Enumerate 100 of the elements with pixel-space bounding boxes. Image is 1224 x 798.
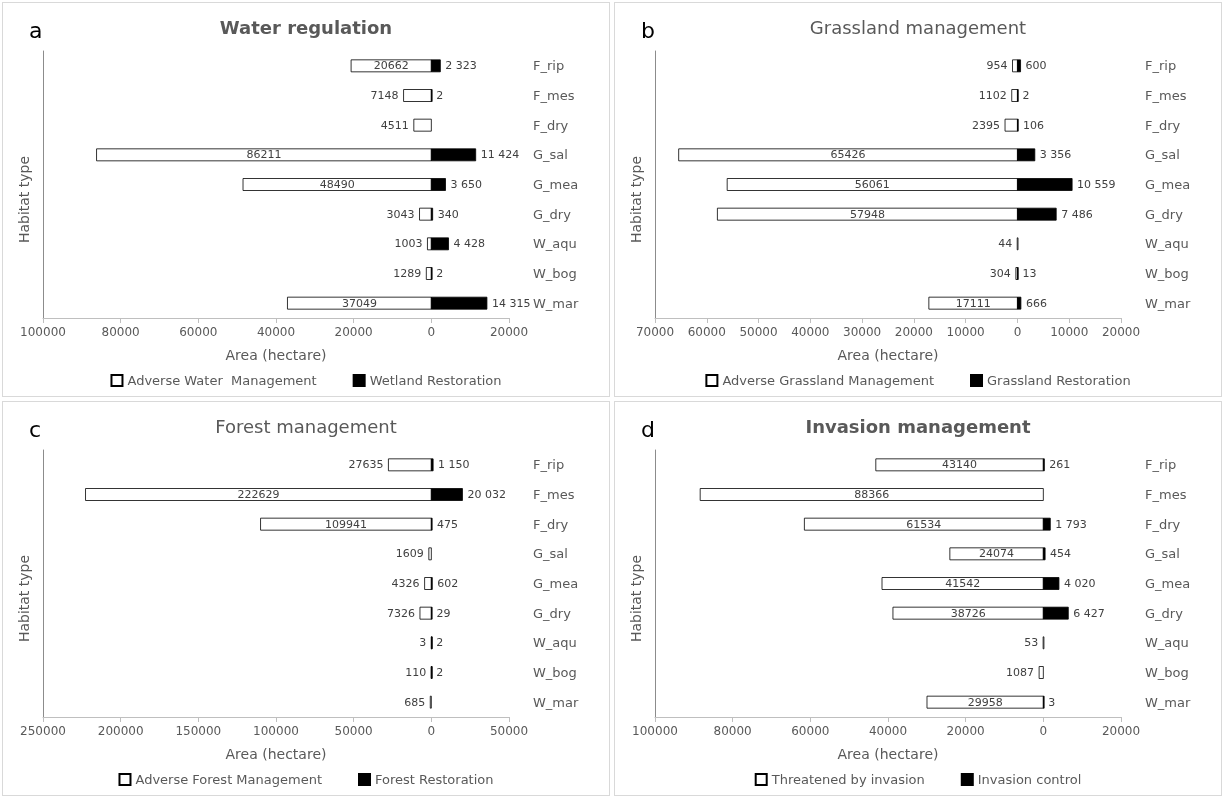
x-tick-label: 20000 xyxy=(1101,325,1141,339)
data-label: 7148 xyxy=(370,89,399,102)
data-label: 106 xyxy=(1022,118,1044,132)
y-axis-title: Habitat type xyxy=(628,155,644,244)
data-label: 600 xyxy=(1025,59,1047,73)
x-tick-label: 0 xyxy=(427,724,436,738)
data-label: 685 xyxy=(404,695,426,709)
y-tick-label: W_mar xyxy=(1145,694,1191,710)
data-label: 1609 xyxy=(395,547,424,561)
data-label: 7 486 xyxy=(1061,207,1093,221)
data-label: 2 xyxy=(436,89,444,102)
legend-label: Adverse Forest Management xyxy=(135,772,323,787)
y-tick-label: W_bog xyxy=(533,665,577,680)
x-tick-label: 60000 xyxy=(791,724,830,738)
y-tick-label: F_dry xyxy=(1145,516,1181,532)
y-tick-label: W_aqu xyxy=(1145,236,1189,252)
legend-label: Wetland Restoration xyxy=(369,373,502,388)
y-tick-label: W_mar xyxy=(533,295,579,311)
y-tick-label: W_aqu xyxy=(533,635,577,651)
data-label: 24074 xyxy=(979,547,1015,561)
data-label: 48490 xyxy=(319,178,355,191)
x-tick-label: 100000 xyxy=(632,724,678,738)
x-tick-label: 0 xyxy=(1039,724,1048,738)
data-label: 666 xyxy=(1025,296,1047,310)
data-label: 41542 xyxy=(945,577,981,590)
data-label: 44 xyxy=(998,237,1013,251)
data-label: 29 xyxy=(436,606,451,620)
y-tick-label: F_rip xyxy=(533,58,565,74)
x-tick-label: 80000 xyxy=(713,724,752,738)
x-tick-label: 100000 xyxy=(20,325,66,339)
x-tick-label: 20000 xyxy=(1101,724,1141,738)
data-label: 4511 xyxy=(380,118,409,132)
x-tick-label: 200000 xyxy=(97,724,144,738)
data-label: 7326 xyxy=(386,606,415,620)
x-tick-label: 30000 xyxy=(843,325,882,339)
y-tick-label: W_bog xyxy=(1145,266,1189,281)
text: a xyxy=(29,17,43,43)
data-label: 2 xyxy=(1022,89,1030,102)
y-tick-label: F_rip xyxy=(1145,58,1177,74)
y-tick-label: W_aqu xyxy=(533,236,577,252)
x-tick-label: 40000 xyxy=(791,325,830,339)
data-label: 1 793 xyxy=(1055,517,1087,531)
data-label: 61534 xyxy=(906,517,942,531)
legend-label: Forest Restoration xyxy=(375,772,494,787)
x-tick-label: 150000 xyxy=(175,724,222,738)
x-tick-label: 100000 xyxy=(253,724,299,738)
data-label: 3 xyxy=(419,636,427,650)
data-label: 3 650 xyxy=(450,178,483,191)
x-tick-label: 20000 xyxy=(489,325,529,339)
x-tick-label: 10000 xyxy=(946,325,985,339)
y-tick-label: W_bog xyxy=(1145,665,1189,680)
data-label: 261 xyxy=(1049,458,1071,472)
x-axis-title: Area (hectare) xyxy=(225,347,327,363)
data-label: 43140 xyxy=(942,458,978,472)
data-label: 53 xyxy=(1024,636,1039,650)
chart-title: Grassland management xyxy=(809,16,1027,38)
y-tick-label: G_sal xyxy=(533,546,568,562)
data-label: 602 xyxy=(437,577,459,590)
x-tick-label: 70000 xyxy=(635,325,675,339)
data-label: 109941 xyxy=(324,517,367,531)
y-tick-label: G_dry xyxy=(533,206,572,222)
y-tick-label: F_dry xyxy=(1145,117,1181,133)
data-label: 20662 xyxy=(373,59,409,73)
legend-label: Grassland Restoration xyxy=(987,373,1131,388)
chart-title: Forest management xyxy=(215,415,397,437)
x-tick-label: 20000 xyxy=(946,724,985,738)
y-tick-label: W_mar xyxy=(1145,295,1191,311)
x-tick-label: 0 xyxy=(427,325,436,339)
y-axis-title: Habitat type xyxy=(16,155,32,244)
data-label: 3 xyxy=(1048,695,1056,709)
data-label: 954 xyxy=(986,59,1008,73)
x-tick-label: 50000 xyxy=(739,325,778,339)
x-tick-label: 10000 xyxy=(1050,325,1089,339)
text: b xyxy=(641,17,655,43)
y-tick-label: F_mes xyxy=(1145,487,1187,502)
data-label: 17111 xyxy=(955,296,991,310)
y-tick-label: G_sal xyxy=(533,147,568,163)
data-label: 56061 xyxy=(854,178,890,191)
x-tick-label: 250000 xyxy=(20,724,66,738)
x-tick-label: 0 xyxy=(1013,325,1022,339)
data-label: 1 150 xyxy=(438,458,470,472)
y-tick-label: G_dry xyxy=(533,605,572,621)
data-label: 27635 xyxy=(348,458,384,472)
data-label: 4 428 xyxy=(453,237,486,251)
data-label: 88366 xyxy=(854,488,890,501)
data-label: 14 315 xyxy=(491,296,531,310)
x-tick-label: 40000 xyxy=(256,325,296,339)
legend-label: Adverse Grassland Management xyxy=(722,373,934,388)
chart-title: Invasion management xyxy=(805,415,1031,437)
y-tick-label: G_sal xyxy=(1145,147,1180,163)
data-label: 20 032 xyxy=(467,488,506,501)
data-label: 11 424 xyxy=(480,148,520,162)
y-tick-label: G_dry xyxy=(1145,206,1184,222)
data-label: 2 323 xyxy=(445,59,477,73)
y-tick-label: F_mes xyxy=(533,487,575,502)
data-label: 13 xyxy=(1022,267,1037,280)
data-label: 86211 xyxy=(246,148,282,162)
data-label: 1102 xyxy=(978,89,1007,102)
y-tick-label: F_rip xyxy=(1145,457,1177,473)
data-label: 2 xyxy=(436,636,444,650)
